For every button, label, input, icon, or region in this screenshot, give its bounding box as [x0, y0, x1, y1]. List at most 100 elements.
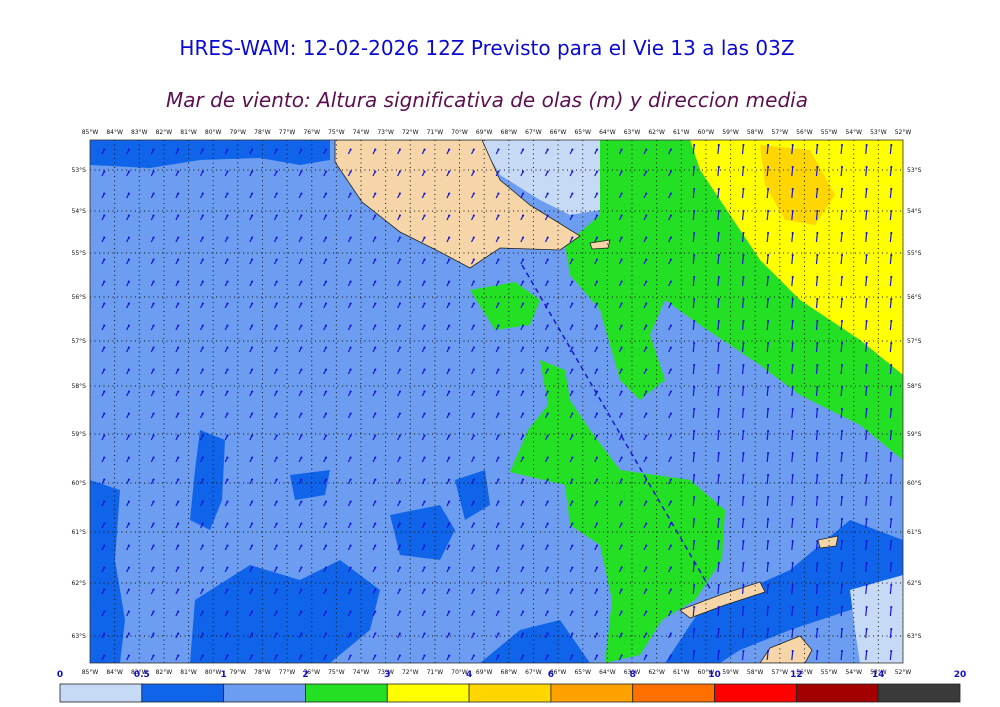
wave-direction-arrowhead [497, 214, 500, 217]
zone-0-0.5m [480, 140, 600, 215]
wave-direction-arrowhead [177, 148, 180, 151]
wave-direction-arrowhead [349, 368, 352, 371]
wave-direction-arrowhead [349, 390, 352, 393]
wave-direction-arrowhead [571, 346, 574, 349]
wave-direction-arrowhead [521, 544, 525, 547]
wave-direction-arrowhead [398, 258, 402, 261]
wave-direction-arrowhead [571, 302, 574, 305]
wave-direction-arrowhead [840, 539, 844, 543]
wave-direction-arrow [840, 166, 843, 177]
wave-direction-arrow [889, 430, 892, 441]
wave-direction-arrowhead [816, 517, 819, 521]
wave-direction-arrowhead [791, 407, 794, 411]
wave-direction-arrowhead [127, 324, 131, 327]
wave-direction-arrowhead [546, 456, 549, 459]
wave-direction-arrowhead [595, 192, 599, 195]
wave-direction-arrowhead [766, 231, 770, 235]
wave-direction-arrowhead [152, 588, 155, 591]
wave-direction-arrowhead [226, 280, 229, 283]
wave-direction-arrowhead [177, 522, 180, 525]
wave-direction-arrowhead [865, 385, 868, 389]
wave-direction-arrowhead [275, 368, 278, 371]
wave-direction-arrowhead [865, 583, 868, 587]
route-line [521, 264, 713, 593]
zone-2-3m [565, 140, 903, 460]
wave-direction-arrowhead [497, 500, 500, 503]
wave-direction-arrowhead [497, 390, 500, 393]
wave-direction-arrowhead [546, 412, 549, 415]
wave-direction-arrowhead [374, 632, 377, 635]
wave-direction-arrowhead [791, 187, 794, 191]
wave-direction-arrowhead [103, 148, 106, 151]
wave-direction-arrow [741, 276, 745, 287]
wave-direction-arrowhead [521, 632, 525, 635]
wave-direction-arrowhead [595, 610, 599, 613]
wave-direction-arrow [840, 364, 843, 375]
wave-direction-arrowhead [717, 407, 720, 411]
wave-direction-arrow [889, 342, 892, 353]
wave-direction-arrowhead [669, 456, 673, 459]
wave-direction-arrow [741, 144, 745, 155]
wave-direction-arrowhead [398, 390, 402, 393]
wave-direction-arrowhead [127, 456, 131, 459]
wave-direction-arrowhead [766, 627, 770, 631]
wave-direction-arrowhead [300, 258, 303, 261]
wave-direction-arrow [889, 452, 892, 463]
wave-direction-arrowhead [127, 346, 131, 349]
lat-label-left: 61°S [72, 529, 87, 536]
wave-direction-arrow [889, 386, 892, 397]
wave-direction-arrowhead [766, 297, 770, 301]
wave-direction-arrowhead [521, 610, 525, 613]
title: HRES-WAM: 12-02-2026 12Z Previsto para e… [179, 36, 794, 60]
wave-direction-arrowhead [693, 517, 696, 521]
wave-direction-arrowhead [374, 280, 377, 283]
wave-direction-arrowhead [448, 610, 451, 613]
wave-direction-arrowhead [374, 588, 377, 591]
wave-direction-arrowhead [103, 324, 106, 327]
wave-direction-arrowhead [546, 588, 549, 591]
wave-direction-arrowhead [275, 478, 278, 481]
wave-direction-arrow [766, 144, 769, 155]
wave-direction-arrow [840, 562, 843, 573]
wave-direction-arrowhead [865, 363, 868, 367]
wave-direction-arrowhead [742, 539, 745, 543]
wave-direction-arrow [692, 562, 695, 573]
wave-direction-arrowhead [669, 170, 673, 173]
wave-direction-arrow [766, 276, 769, 287]
wave-direction-arrowhead [177, 302, 180, 305]
wave-direction-arrowhead [571, 522, 574, 525]
wave-direction-arrowhead [620, 588, 623, 591]
wave-direction-arrowhead [693, 583, 696, 587]
wave-direction-arrowhead [423, 434, 426, 437]
lon-label-top: 79°W [230, 129, 247, 136]
wave-direction-arrow [717, 584, 720, 595]
wave-direction-arrow [815, 298, 818, 309]
wave-direction-arrow [840, 188, 843, 199]
wave-direction-arrowhead [693, 451, 696, 455]
colorbar-label: 10 [708, 670, 721, 680]
wave-direction-arrow [692, 210, 695, 221]
wave-direction-arrowhead [742, 253, 745, 257]
wave-direction-arrowhead [275, 346, 278, 349]
wave-direction-arrowhead [571, 610, 574, 613]
wave-direction-arrowhead [448, 632, 451, 635]
wave-direction-arrowhead [201, 192, 204, 195]
wave-direction-arrowhead [226, 390, 229, 393]
wave-direction-arrow [791, 364, 794, 375]
wave-direction-arrow [692, 408, 695, 419]
lon-label-top: 63°W [624, 129, 641, 136]
wave-direction-arrowhead [742, 341, 745, 345]
wave-direction-arrowhead [127, 148, 131, 151]
wave-direction-arrow [865, 430, 868, 441]
wave-direction-arrowhead [152, 500, 155, 503]
wave-direction-arrowhead [571, 368, 574, 371]
wave-direction-arrowhead [448, 654, 451, 657]
land-tierra-del-fuego [334, 140, 581, 269]
wave-direction-arrow [741, 188, 745, 199]
wave-direction-arrowhead [152, 632, 155, 635]
wave-direction-arrowhead [595, 214, 599, 217]
wave-direction-arrowhead [546, 170, 549, 173]
wave-direction-arrowhead [571, 478, 574, 481]
wave-direction-arrowhead [766, 451, 770, 455]
zone-0.5-1m [90, 480, 125, 663]
